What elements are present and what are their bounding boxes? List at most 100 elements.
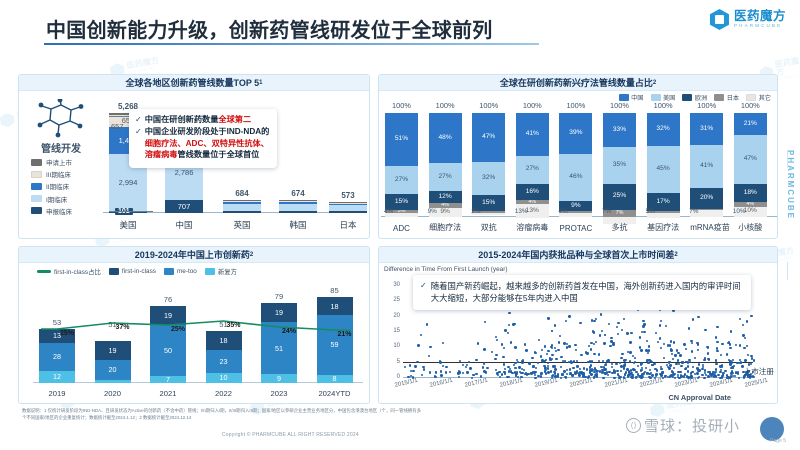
panel1-value-tag: 657 — [111, 122, 124, 131]
panel4-data-point — [644, 367, 648, 370]
panel4-data-point — [537, 374, 540, 378]
legend-swatch — [31, 158, 42, 166]
panel4-data-point — [707, 375, 710, 378]
panel3-legend: first-in-class占比 first-in-class me-too 新复方 — [37, 267, 237, 276]
panel2-bar-column: 41% 27% 16% 4% 13% 100% 溶瘤病毒 — [515, 101, 549, 232]
panel4-data-point — [680, 364, 683, 368]
panel3-bar-column: 13 28 12 53 2019 — [39, 318, 75, 398]
panel4-data-point — [629, 369, 633, 372]
legend-label: I期临床 — [46, 196, 68, 204]
panel4-data-point — [746, 353, 749, 357]
panel4-x-tick: 2022/1/1 — [639, 377, 664, 389]
panel4-data-point — [504, 367, 507, 371]
panel4-data-point — [507, 323, 511, 326]
panel4-callout: ✓ 随着国产新药崛起，越来越多的创新药首发在中国，海外创新药进入国内的审评时间大… — [413, 275, 751, 310]
panel4-data-point — [751, 375, 755, 378]
panel4-data-point — [642, 371, 646, 374]
panel3-trend-line — [41, 320, 351, 331]
panel2-bar-segment: 9% — [559, 201, 593, 211]
panel2-bar-segment: 10% — [733, 206, 767, 217]
panel1-bar-segment — [279, 200, 317, 201]
panel2-x-label: mRNA疫苗 — [690, 223, 730, 232]
check-icon: ✓ — [420, 281, 427, 290]
panel4-data-point — [507, 370, 511, 373]
panel4-data-point — [670, 370, 673, 373]
panel3-percent-label: 21% — [337, 331, 352, 338]
panel2-bar-segment — [690, 208, 724, 210]
panel4-data-point — [560, 355, 563, 359]
panel3-legend-item: first-in-class占比 — [37, 267, 101, 276]
panel4-data-point — [640, 349, 643, 352]
panel-launch-time-gap: 2015-2024年国内获批品种与全球首次上市时间差 2 Difference i… — [378, 246, 778, 404]
panel4-data-point — [570, 361, 573, 364]
panel4-data-point — [582, 367, 586, 370]
panel4-data-point — [679, 373, 683, 377]
panel4-data-point — [729, 330, 732, 333]
panel4-data-point — [672, 341, 676, 344]
panel4-data-point — [670, 374, 673, 377]
panel4-data-point — [632, 368, 635, 371]
panel2-x-label: ADC — [393, 224, 410, 233]
panel4-data-point — [594, 340, 598, 343]
panel4-data-point — [445, 366, 448, 369]
panel4-data-point — [419, 333, 423, 337]
panel4-data-point — [587, 344, 591, 348]
panel4-data-point — [696, 341, 699, 345]
legend-label: me-too — [176, 268, 197, 275]
panel4-data-point — [616, 369, 619, 373]
panel2-bar-total: 100% — [435, 101, 455, 110]
panel4-data-point — [483, 370, 486, 373]
panel1-title-sup: 1 — [259, 79, 263, 86]
panel4-data-point — [655, 369, 659, 372]
panel3-title: 2019-2024年中国上市创新药 2 — [19, 247, 369, 263]
panel4-data-point — [612, 369, 616, 372]
panel4-data-point — [444, 371, 448, 374]
panel4-data-point — [613, 376, 616, 379]
panel4-data-point — [551, 373, 555, 377]
panel2-bar-segment — [646, 210, 680, 213]
panel4-data-point — [435, 375, 438, 379]
panel4-data-point — [506, 331, 510, 335]
panel3-bar-segment — [94, 379, 131, 383]
panel2-other-label: 2% — [471, 208, 481, 215]
panel4-data-point — [495, 339, 499, 342]
panel4-data-point — [556, 375, 560, 378]
panel1-tag-leader — [109, 211, 153, 212]
panel4-data-point — [587, 360, 590, 364]
panel4-data-point — [647, 349, 650, 352]
panel4-data-point — [659, 346, 663, 350]
panel3-bar-column: 19 51 9 79 2023 — [261, 292, 297, 398]
legend-swatch — [618, 94, 629, 101]
panel4-data-point — [544, 372, 548, 375]
panel4-data-point — [531, 370, 534, 374]
panel4-data-point — [729, 375, 733, 378]
panel4-data-point — [671, 371, 675, 374]
panel3-legend-item: first-in-class — [108, 268, 156, 275]
panel4-y-tick: 0 — [396, 374, 400, 380]
panel4-data-point — [547, 349, 550, 353]
panel4-data-point — [647, 361, 650, 364]
panel4-data-point — [549, 345, 552, 349]
panel4-data-point — [553, 365, 557, 368]
panel2-other-label: 13% — [514, 208, 528, 215]
panel1-bar-segment — [109, 113, 147, 115]
callout1-line1: 中国在研创新药数量全球第二 — [144, 115, 252, 124]
panel4-data-point — [547, 317, 550, 320]
panel4-data-point — [557, 341, 560, 344]
panel4-data-point — [736, 361, 739, 364]
panel4-data-point — [607, 374, 610, 377]
panel4-data-point — [653, 376, 657, 379]
panel4-data-point — [549, 359, 552, 362]
side-brand-line-bottom — [787, 262, 788, 280]
panel4-data-point — [649, 371, 652, 374]
panel4-data-point — [543, 367, 546, 370]
panel4-title-text: 2015-2024年国内获批品种与全球首次上市时间差 — [478, 250, 675, 260]
panel4-data-point — [582, 371, 585, 375]
panel1-bar-total: 674 — [291, 189, 305, 199]
panel2-legend-item: 美国 — [650, 93, 675, 102]
panel1-bar-segment — [329, 205, 367, 212]
panel2-bar-column: 21% 47% 18% 4% 10% 100% 小核酸 — [733, 101, 767, 232]
panel3-bar-column: 18 59 8 85 2024YTD — [316, 286, 353, 398]
panel4-data-point — [590, 373, 593, 376]
panel3-legend-item: me-too — [163, 268, 197, 275]
